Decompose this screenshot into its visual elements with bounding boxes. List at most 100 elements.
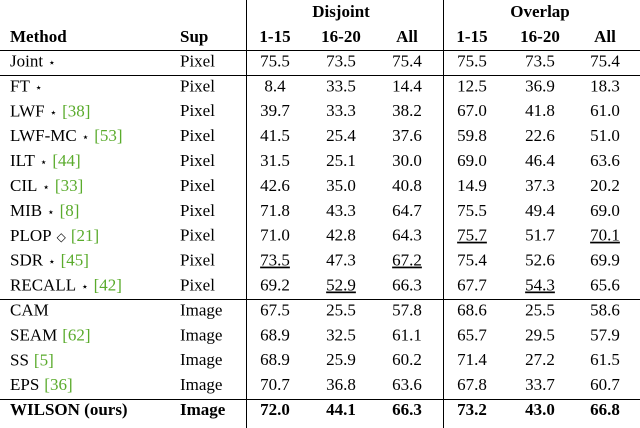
value-cell: 41.8 [525,101,555,120]
value-cell: 14.4 [392,76,422,95]
method-cell: LWF ⋆ [38] [10,101,90,120]
value-cell: 44.1 [326,400,356,419]
method-name: Joint [10,51,43,70]
value-cell: 51.0 [590,126,620,145]
value-cell: 70.1 [590,226,620,245]
value-cell: 33.5 [326,76,356,95]
method-cell: Joint ⋆ [10,51,56,70]
value-cell: 63.6 [392,375,422,394]
method-name: RECALL [10,276,76,295]
value-cell: 39.7 [260,101,290,120]
method-name: SDR [10,251,44,270]
citation: [5] [34,350,54,369]
supervision-cell: Pixel [180,226,215,245]
value-cell: 69.9 [590,251,620,270]
value-cell: 33.3 [326,101,356,120]
citation: [8] [60,201,80,220]
value-cell: 75.5 [457,51,487,70]
value-cell: 65.6 [590,276,620,295]
value-cell: 36.9 [525,76,555,95]
citation: [42] [94,276,122,295]
value-cell: 58.6 [590,300,620,319]
value-cell: 43.0 [525,400,555,419]
value-cell: 64.7 [392,201,422,220]
value-cell: 60.7 [590,375,620,394]
supervision-cell: Pixel [180,126,215,145]
supervision-cell: Pixel [180,176,215,195]
method-name: ILT [10,151,35,170]
supervision-cell: Pixel [180,51,215,70]
method-cell: CAM [10,300,49,319]
value-cell: 38.2 [392,101,422,120]
group-header: Disjoint [312,2,370,21]
method-name: SS [10,350,29,369]
value-cell: 71.0 [260,226,290,245]
supervision-cell: Pixel [180,201,215,220]
value-cell: 68.9 [260,350,290,369]
method-symbol: ⋆ [47,204,55,218]
citation: [36] [44,375,72,394]
method-cell: LWF-MC ⋆ [53] [10,126,123,145]
value-cell: 73.5 [525,51,555,70]
value-cell: 51.7 [525,226,555,245]
value-cell: 25.9 [326,350,356,369]
method-cell: FT ⋆ [10,76,42,95]
value-cell: 37.3 [525,176,555,195]
supervision-cell: Image [180,350,222,369]
citation: [38] [62,101,90,120]
value-cell: 64.3 [392,226,422,245]
value-cell: 32.5 [326,325,356,344]
value-cell: 60.2 [392,350,422,369]
value-cell: 46.4 [525,151,555,170]
value-cell: 57.8 [392,300,422,319]
method-name: PLOP [10,226,52,245]
method-symbol: ⋆ [50,105,58,119]
method-symbol: ◇ [57,229,67,243]
method-symbol: ⋆ [42,180,50,194]
method-cell: MIB ⋆ [8] [10,201,79,220]
method-cell: SS [5] [10,350,54,369]
value-cell: 36.8 [326,375,356,394]
column-header: 1-15 [259,27,290,46]
method-name: WILSON (ours) [10,400,128,419]
value-cell: 66.8 [590,400,620,419]
value-cell: 14.9 [457,176,487,195]
citation: [33] [55,176,83,195]
method-name: EPS [10,375,39,394]
citation: [53] [94,126,122,145]
value-cell: 41.5 [260,126,290,145]
value-cell: 71.8 [260,201,290,220]
value-cell: 67.7 [457,276,487,295]
value-cell: 75.5 [260,51,290,70]
value-cell: 31.5 [260,151,290,170]
supervision-cell: Image [180,400,226,419]
column-header: All [594,27,616,46]
value-cell: 42.8 [326,226,356,245]
citation: [44] [52,151,80,170]
method-cell: SEAM [62] [10,325,91,344]
value-cell: 12.5 [457,76,487,95]
method-symbol: ⋆ [48,55,56,69]
method-name: CAM [10,300,49,319]
value-cell: 75.7 [457,226,487,245]
citation: [62] [62,325,90,344]
value-cell: 49.4 [525,201,555,220]
method-name: CIL [10,176,37,195]
value-cell: 42.6 [260,176,290,195]
value-cell: 61.1 [392,325,422,344]
value-cell: 29.5 [525,325,555,344]
value-cell: 20.2 [590,176,620,195]
method-cell: WILSON (ours) [10,400,128,419]
supervision-cell: Pixel [180,101,215,120]
value-cell: 33.7 [525,375,555,394]
value-cell: 8.4 [264,76,286,95]
value-cell: 57.9 [590,325,620,344]
method-cell: ILT ⋆ [44] [10,151,81,170]
value-cell: 75.4 [457,251,487,270]
value-cell: 67.2 [392,251,422,270]
value-cell: 75.4 [590,51,620,70]
method-symbol: ⋆ [82,130,90,144]
value-cell: 67.0 [457,101,487,120]
